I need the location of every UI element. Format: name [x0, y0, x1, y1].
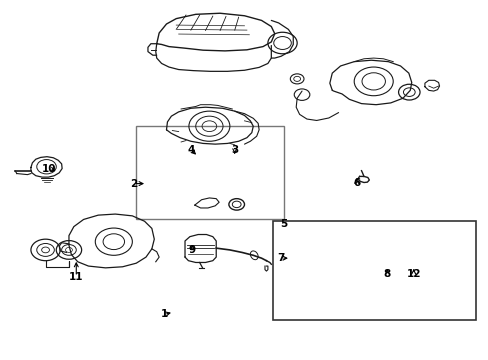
Text: 1: 1: [160, 310, 167, 319]
Text: 11: 11: [69, 272, 83, 282]
Text: 10: 10: [42, 163, 57, 174]
Text: 5: 5: [279, 219, 286, 229]
Text: 8: 8: [383, 269, 390, 279]
Text: 12: 12: [406, 269, 420, 279]
Polygon shape: [194, 198, 219, 208]
Bar: [272, 221, 475, 320]
Text: 9: 9: [188, 245, 196, 255]
Bar: [136, 126, 283, 220]
Text: 7: 7: [277, 253, 284, 263]
Text: 4: 4: [187, 144, 194, 154]
Text: 2: 2: [129, 179, 137, 189]
Text: 3: 3: [231, 144, 238, 154]
Text: 6: 6: [352, 178, 360, 188]
